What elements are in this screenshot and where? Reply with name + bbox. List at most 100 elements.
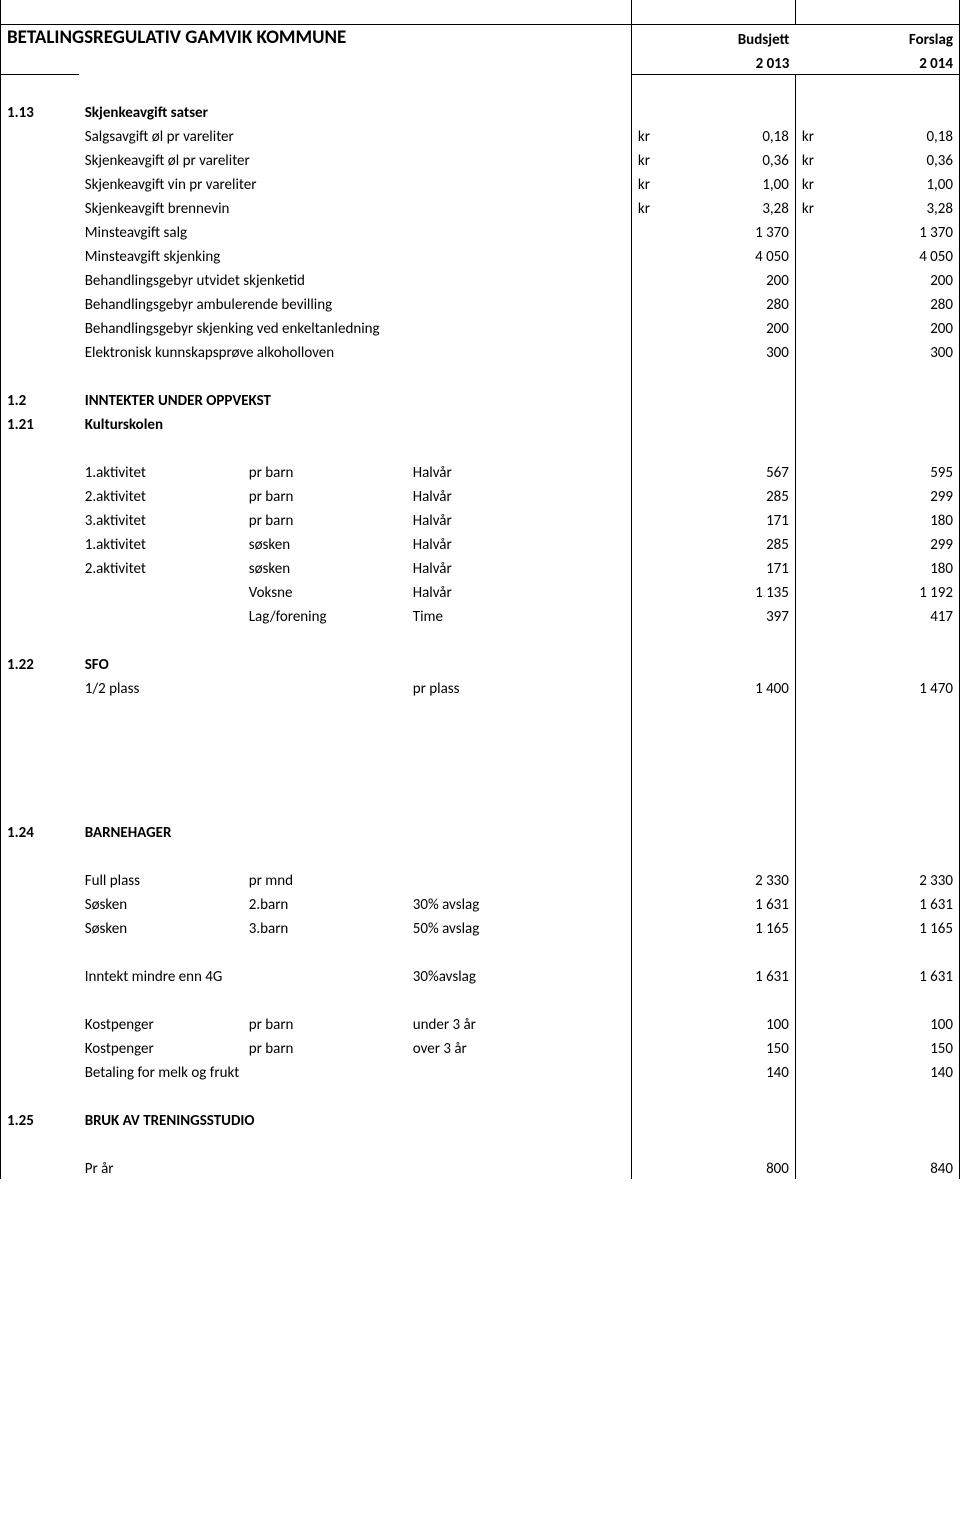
val: 0,18 [694, 123, 795, 147]
val: 4 050 [694, 243, 795, 267]
c1: Full plass [79, 867, 243, 891]
val: 171 [694, 507, 795, 531]
year-2014: 2 014 [795, 50, 959, 75]
section-heading: 1.13 Skjenkeavgift satser [1, 99, 960, 123]
section-num: 1.13 [1, 99, 79, 123]
val: 200 [858, 315, 959, 339]
c3 [407, 867, 632, 891]
val: 567 [694, 459, 795, 483]
section-title: BRUK AV TRENINGSSTUDIO [79, 1107, 632, 1131]
table-row: Behandlingsgebyr skjenking ved enkeltanl… [1, 315, 960, 339]
val: 1 370 [694, 219, 795, 243]
c3: 30%avslag [407, 963, 632, 987]
c2: pr barn [243, 459, 407, 483]
c1: 1/2 plass [79, 675, 243, 699]
table-row [1, 723, 960, 747]
table-row: Behandlingsgebyr ambulerende bevilling28… [1, 291, 960, 315]
c1: Kostpenger [79, 1035, 243, 1059]
table-row [1, 75, 960, 100]
val: 1 631 [694, 891, 795, 915]
table-row [1, 987, 960, 1011]
kr: kr [631, 147, 694, 171]
val: 300 [858, 339, 959, 363]
val: 280 [694, 291, 795, 315]
table-row [1, 771, 960, 795]
kr: kr [795, 171, 858, 195]
c1: 1.aktivitet [79, 531, 243, 555]
table-row: 1.aktivitetsøskenHalvår285299 [1, 531, 960, 555]
row-label: Skjenkeavgift vin pr vareliter [79, 171, 632, 195]
table-row: Minsteavgift skjenking4 0504 050 [1, 243, 960, 267]
val: 100 [694, 1011, 795, 1035]
c2: søsken [243, 555, 407, 579]
table-row [1, 939, 960, 963]
val: 200 [694, 315, 795, 339]
table-row: 1.aktivitetpr barnHalvår567595 [1, 459, 960, 483]
val: 1 135 [694, 579, 795, 603]
c1: 2.aktivitet [79, 483, 243, 507]
val: 3,28 [694, 195, 795, 219]
row-label: Minsteavgift skjenking [79, 243, 632, 267]
section-num: 1.2 [1, 387, 79, 411]
table-row [1, 0, 960, 25]
val: 1 470 [858, 675, 959, 699]
kr: kr [631, 123, 694, 147]
val: 1 400 [694, 675, 795, 699]
table-row: Salgsavgift øl pr vareliterkr0,18kr0,18 [1, 123, 960, 147]
table-row [1, 699, 960, 723]
section-num: 1.24 [1, 819, 79, 843]
val: 1 165 [858, 915, 959, 939]
table-row: Pr år800840 [1, 1155, 960, 1179]
section-num: 1.25 [1, 1107, 79, 1131]
val: 800 [694, 1155, 795, 1179]
year-2013: 2 013 [631, 50, 795, 75]
val: 2 330 [694, 867, 795, 891]
c1: 3.aktivitet [79, 507, 243, 531]
c3: Halvår [407, 555, 632, 579]
c1: 1.aktivitet [79, 459, 243, 483]
c3: Halvår [407, 483, 632, 507]
val: 0,36 [858, 147, 959, 171]
table-row: 2.aktivitetpr barnHalvår285299 [1, 483, 960, 507]
table-row: Betaling for melk og frukt140140 [1, 1059, 960, 1083]
table-row: 3.aktivitetpr barnHalvår171180 [1, 507, 960, 531]
table-row [1, 627, 960, 651]
section-heading: 1.22 SFO [1, 651, 960, 675]
section-heading: 1.25 BRUK AV TRENINGSSTUDIO [1, 1107, 960, 1131]
table-row: Skjenkeavgift vin pr vareliterkr1,00kr1,… [1, 171, 960, 195]
kr: kr [631, 171, 694, 195]
val: 285 [694, 531, 795, 555]
row-label: Behandlingsgebyr utvidet skjenketid [79, 267, 632, 291]
c2: pr barn [243, 507, 407, 531]
val: 840 [858, 1155, 959, 1179]
val: 1 631 [858, 891, 959, 915]
c1: Søsken [79, 915, 243, 939]
c3: 50% avslag [407, 915, 632, 939]
kr: kr [795, 123, 858, 147]
section-heading: 1.24 BARNEHAGER [1, 819, 960, 843]
table-row: Søsken2.barn30% avslag1 6311 631 [1, 891, 960, 915]
row-label: Minsteavgift salg [79, 219, 632, 243]
c2: pr barn [243, 483, 407, 507]
c2: 2.barn [243, 891, 407, 915]
c1: Inntekt mindre enn 4G [79, 963, 407, 987]
table-row [1, 795, 960, 819]
table-row: Inntekt mindre enn 4G30%avslag1 6311 631 [1, 963, 960, 987]
row-label: Behandlingsgebyr skjenking ved enkeltanl… [79, 315, 632, 339]
val: 180 [858, 507, 959, 531]
c1: Kostpenger [79, 1011, 243, 1035]
val: 280 [858, 291, 959, 315]
section-title: INNTEKTER UNDER OPPVEKST [79, 387, 632, 411]
c3: Time [407, 603, 632, 627]
val: 140 [858, 1059, 959, 1083]
val: 1 370 [858, 219, 959, 243]
header-row: BETALINGSREGULATIV GAMVIK KOMMUNE Budsje… [1, 25, 960, 51]
section-title: Kulturskolen [79, 411, 632, 435]
header-year-row: 2 013 2 014 [1, 50, 960, 75]
val: 150 [694, 1035, 795, 1059]
c3: Halvår [407, 459, 632, 483]
kr: kr [795, 147, 858, 171]
table-row: 2.aktivitetsøskenHalvår171180 [1, 555, 960, 579]
table-row [1, 363, 960, 387]
budsjett-label: Budsjett [631, 25, 795, 51]
